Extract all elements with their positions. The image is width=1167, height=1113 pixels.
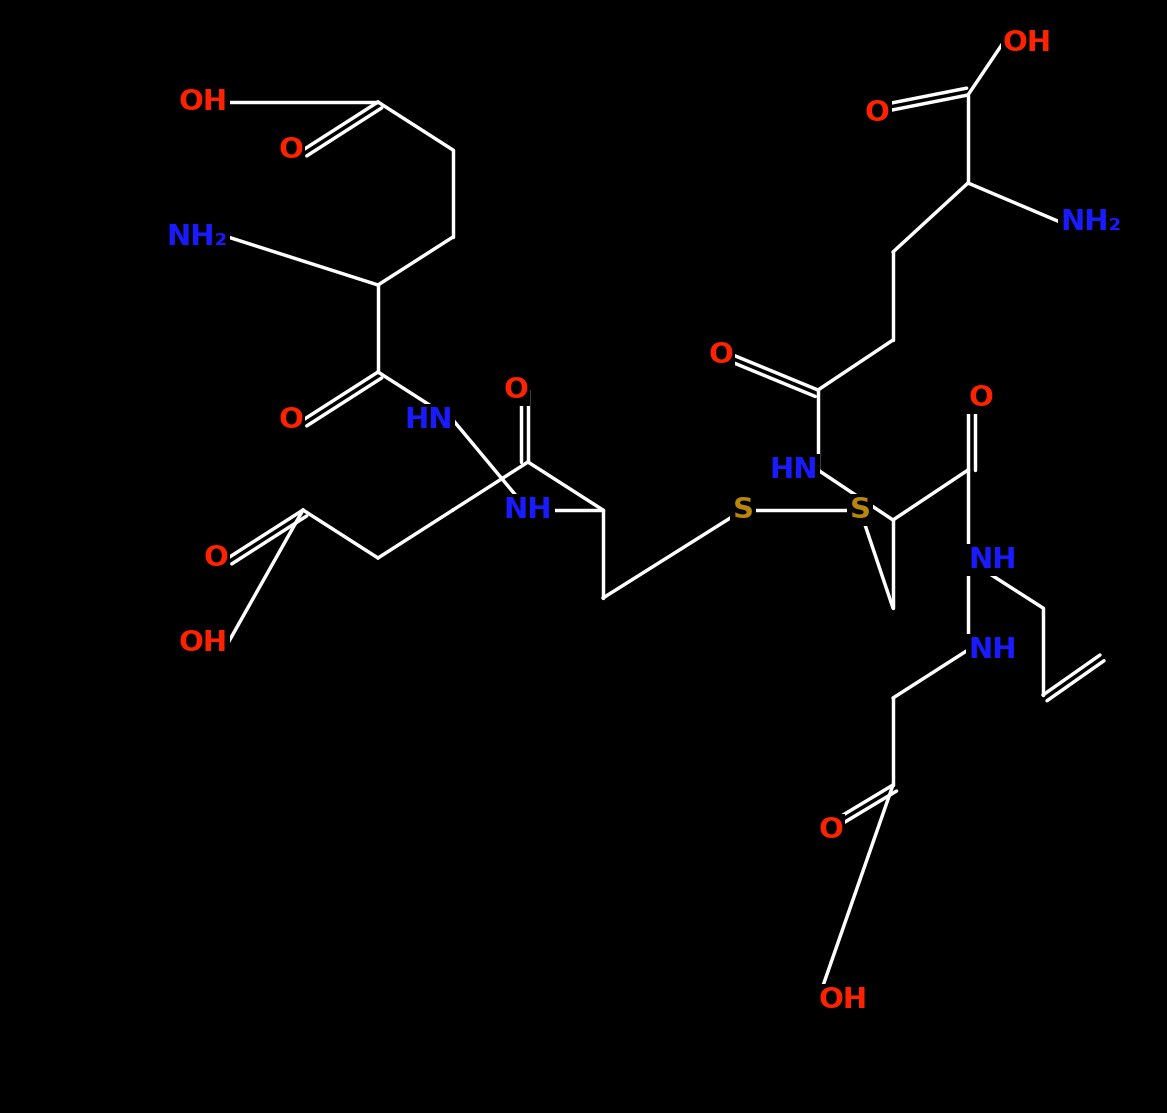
Text: NH₂: NH₂ [167, 223, 228, 252]
Text: OH: OH [179, 88, 228, 116]
Text: S: S [850, 496, 871, 524]
Text: O: O [818, 816, 843, 844]
Text: O: O [278, 136, 303, 164]
Text: OH: OH [1002, 29, 1053, 57]
Text: O: O [278, 406, 303, 434]
Text: NH: NH [967, 546, 1016, 574]
Text: O: O [203, 544, 228, 572]
Text: NH₂: NH₂ [1060, 208, 1121, 236]
Text: O: O [967, 384, 993, 412]
Text: O: O [503, 376, 527, 404]
Text: HN: HN [769, 456, 818, 484]
Text: S: S [733, 496, 754, 524]
Text: O: O [708, 341, 733, 370]
Text: O: O [865, 99, 889, 127]
Text: NH: NH [504, 496, 552, 524]
Text: OH: OH [818, 986, 867, 1014]
Text: OH: OH [179, 629, 228, 657]
Text: NH: NH [967, 636, 1016, 664]
Text: HN: HN [405, 406, 453, 434]
